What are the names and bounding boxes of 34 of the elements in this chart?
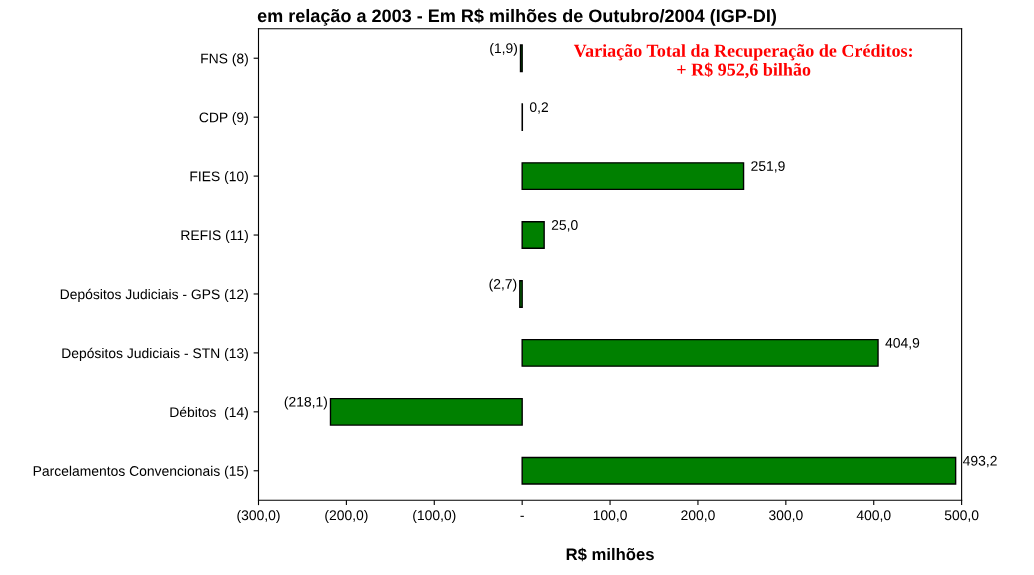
bar [521, 456, 957, 485]
data-label: 25,0 [551, 220, 578, 232]
y-tick-label: FIES (10) [190, 171, 248, 184]
y-tick-label: CDP (9) [199, 112, 248, 126]
y-tick-label: Depósitos Judiciais - GPS (12) [60, 288, 248, 302]
x-tick-label: - [520, 515, 524, 517]
data-label: 251,9 [751, 161, 785, 173]
data-label: (1,9) [490, 42, 517, 56]
x-tick-label: 400,0 [856, 510, 891, 522]
chart-title: em relação a 2003 - Em R$ milhões de Outubro/2004 (IGP-DI) [257, 8, 777, 26]
x-tick-label: 300,0 [768, 510, 803, 522]
x-tick-label: 200,0 [681, 510, 715, 522]
data-label: 0,2 [529, 102, 548, 114]
y-tick-label: REFIS (11) [181, 230, 248, 243]
x-tick-label: 500,0 [944, 510, 979, 522]
bar [329, 397, 523, 426]
bar [521, 338, 879, 367]
y-tick-label: Parcelamentos Convencionais (15) [33, 465, 248, 479]
bar [521, 162, 745, 191]
bar [521, 221, 545, 249]
x-axis-title: R$ milhões [566, 547, 654, 562]
y-tick-label: FNS (8) [201, 53, 248, 67]
y-tick-label: Débitos (14) [170, 406, 248, 420]
bar [519, 280, 523, 308]
x-tick-label: 100,0 [593, 510, 627, 522]
data-label: (218,1) [284, 396, 327, 410]
data-label: (2,7) [489, 278, 517, 292]
x-tick-label: (200,0) [325, 509, 368, 523]
data-label: 493,2 [962, 455, 997, 468]
x-tick-label: (100,0) [413, 509, 456, 523]
data-label: 404,9 [885, 337, 920, 350]
x-tick-label: (300,0) [237, 509, 280, 523]
annotation: Variação Total da Recuperação de Créditos: + R$ 952,6 bilhão [573, 44, 912, 79]
y-tick-label: Depósitos Judiciais - STN (13) [62, 347, 248, 361]
